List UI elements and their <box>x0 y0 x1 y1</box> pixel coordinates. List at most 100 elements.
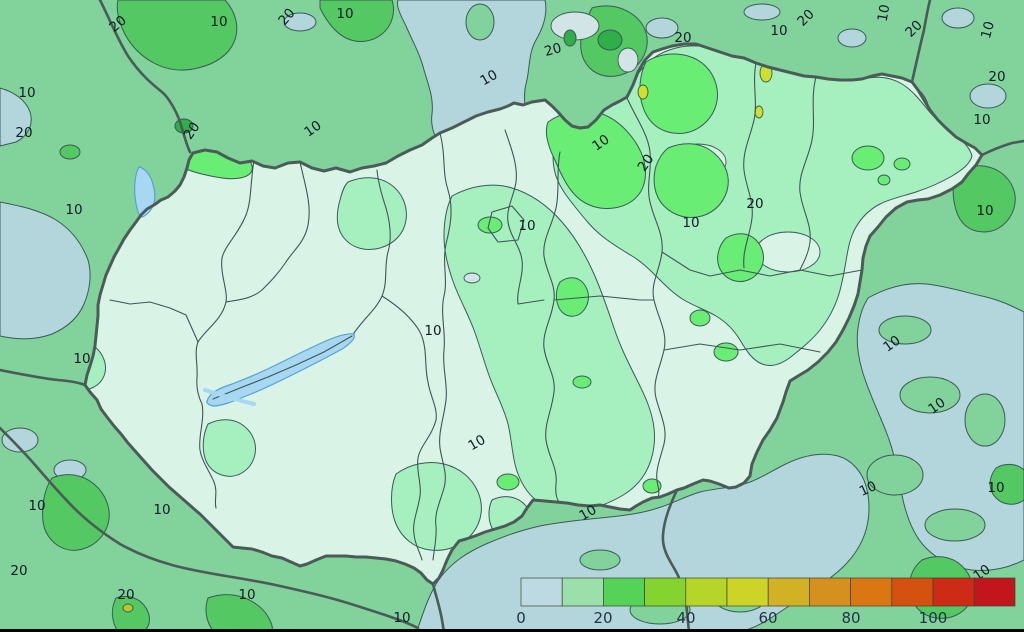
lake-balaton <box>206 333 355 407</box>
contour-patch <box>59 144 81 160</box>
contour-patch <box>837 28 867 48</box>
county-border <box>432 132 452 561</box>
contour-label: 10 <box>18 85 35 101</box>
contour-patch <box>866 454 924 496</box>
contour-label: 10 <box>153 502 170 518</box>
lake-ferto <box>134 166 156 218</box>
contour-label: 10 <box>976 203 993 219</box>
country-border <box>980 139 1024 157</box>
contour-patch <box>319 0 395 42</box>
country-border <box>98 0 192 154</box>
contour-patch <box>597 29 623 51</box>
contour-patch <box>717 233 764 283</box>
contour-patch <box>555 277 589 317</box>
colorbar-tick-labels: 0 20 40 60 80 100 <box>516 609 947 627</box>
county-border <box>517 295 655 305</box>
contour-patch <box>877 174 891 186</box>
contour-patch <box>924 508 986 542</box>
contour-patch <box>283 12 317 32</box>
contour-patch <box>336 177 407 251</box>
contour-patch <box>851 145 885 171</box>
colorbar-segment <box>891 577 934 607</box>
contour-label: 10 <box>73 351 90 367</box>
contour-patch <box>743 3 781 21</box>
colorbar-segment <box>726 577 769 607</box>
contour-label: 10 <box>238 587 255 603</box>
colorbar-tick-label: 60 <box>758 609 777 627</box>
contour-label: 20 <box>674 30 691 46</box>
colorbar-segments <box>520 577 1016 607</box>
contour-label: 10 <box>857 478 879 500</box>
contour-patch <box>563 29 577 47</box>
contour-label: 20 <box>543 40 564 60</box>
contour-patch <box>989 463 1024 505</box>
contour-patch <box>639 53 719 135</box>
contour-label: 10 <box>466 432 489 454</box>
contour-patch <box>116 0 238 71</box>
contour-patch <box>952 165 1016 233</box>
colorbar: 0 20 40 60 80 100 <box>516 577 1016 627</box>
contour-patch <box>496 473 520 491</box>
contour-label: 10 <box>973 112 990 128</box>
colorbar-segment <box>850 577 893 607</box>
contour-patch <box>645 17 679 39</box>
contour-patch <box>0 87 32 147</box>
contour-label: 10 <box>518 218 535 234</box>
colorbar-segment <box>644 577 687 607</box>
colorbar-segment <box>561 577 604 607</box>
county-border <box>663 343 821 353</box>
county-border <box>225 161 310 303</box>
country-border <box>431 582 446 632</box>
colorbar-segment <box>603 577 645 607</box>
contour-patch <box>878 315 932 345</box>
contour-label: 20 <box>746 196 763 212</box>
colorbar-tick-label: 80 <box>841 609 860 627</box>
county-border <box>351 169 391 337</box>
contour-label: 10 <box>424 323 441 339</box>
county-border <box>381 295 437 561</box>
contour-label: 20 <box>10 563 27 579</box>
county-border <box>109 299 199 343</box>
contour-patch <box>941 7 975 29</box>
colorbar-segment <box>767 577 810 607</box>
county-borders <box>109 62 908 561</box>
contour-label: 20 <box>117 587 134 603</box>
hungary-region <box>83 42 984 586</box>
contour-label: 10 <box>987 480 1004 496</box>
county-border <box>504 129 523 305</box>
county-border-balaton <box>212 335 353 400</box>
contour-patch <box>969 83 1007 109</box>
contour-patch <box>893 157 911 171</box>
county-border <box>799 76 817 271</box>
contour-label: 10 <box>978 20 998 41</box>
contour-label: 20 <box>988 69 1005 85</box>
contour-patch <box>205 594 273 632</box>
country-border <box>910 0 932 84</box>
contour-label: 10 <box>393 610 410 626</box>
contour-patch <box>1 427 39 453</box>
colorbar-segment <box>973 577 1016 607</box>
colorbar-tick-label: 0 <box>516 609 526 627</box>
contour-patch <box>477 216 503 234</box>
contour-patch <box>642 478 662 494</box>
country-border <box>0 368 87 387</box>
contour-patch <box>713 342 739 362</box>
bottom-border-line <box>0 629 1024 632</box>
country-border <box>661 488 691 632</box>
county-border <box>543 151 561 504</box>
contour-label: 10 <box>770 23 787 39</box>
contour-patch <box>899 376 961 414</box>
contour-patch <box>617 47 639 73</box>
contour-patch <box>465 3 495 41</box>
county-border <box>626 97 666 499</box>
contour-label: 10 <box>577 502 600 524</box>
contour-patch <box>754 105 764 119</box>
contour-patch <box>463 272 481 284</box>
contour-patch <box>653 143 729 219</box>
contour-patch <box>856 283 1024 571</box>
contour-patch <box>964 393 1006 447</box>
colorbar-segment <box>685 577 728 607</box>
colorbar-segment <box>932 577 975 607</box>
